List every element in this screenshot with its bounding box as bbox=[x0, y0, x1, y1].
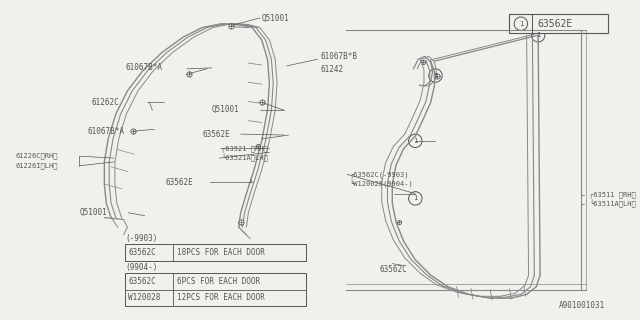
Text: 1: 1 bbox=[413, 196, 417, 201]
Text: └W120028(9904-): └W120028(9904-) bbox=[349, 180, 413, 188]
Text: 63562C: 63562C bbox=[129, 248, 156, 257]
Text: 61226C〈RH〉: 61226C〈RH〉 bbox=[15, 153, 58, 159]
Text: A901001031: A901001031 bbox=[559, 301, 605, 310]
Text: ┌63562C(-9903): ┌63562C(-9903) bbox=[349, 171, 408, 178]
Text: 63562E: 63562E bbox=[537, 19, 572, 29]
Text: 6PCS FOR EACH DOOR: 6PCS FOR EACH DOOR bbox=[177, 277, 260, 286]
Text: 61067B*A: 61067B*A bbox=[125, 63, 163, 72]
Text: 63562E: 63562E bbox=[166, 178, 193, 187]
Text: 63562C: 63562C bbox=[380, 265, 408, 274]
Text: W120028: W120028 bbox=[129, 293, 161, 302]
Text: (-9903): (-9903) bbox=[125, 234, 158, 243]
FancyBboxPatch shape bbox=[509, 14, 608, 33]
Text: 61067B*A: 61067B*A bbox=[87, 127, 124, 136]
Text: 63562E: 63562E bbox=[202, 130, 230, 139]
Text: 12PCS FOR EACH DOOR: 12PCS FOR EACH DOOR bbox=[177, 293, 265, 302]
Text: └63511A〈LH〉: └63511A〈LH〉 bbox=[589, 200, 636, 208]
Text: 61067B*B: 61067B*B bbox=[320, 52, 357, 61]
Text: 63562C: 63562C bbox=[129, 277, 156, 286]
Text: 61262C: 61262C bbox=[92, 98, 120, 107]
Text: Q51001: Q51001 bbox=[79, 208, 107, 217]
Text: 1: 1 bbox=[413, 138, 417, 144]
Text: 18PCS FOR EACH DOOR: 18PCS FOR EACH DOOR bbox=[177, 248, 265, 257]
Text: Q51001: Q51001 bbox=[262, 13, 289, 22]
Text: 1: 1 bbox=[519, 21, 523, 27]
Text: 61242: 61242 bbox=[320, 65, 344, 74]
Text: Q51001: Q51001 bbox=[212, 105, 239, 114]
Text: ┌63511 〈RH〉: ┌63511 〈RH〉 bbox=[589, 191, 636, 198]
Text: 61226I〈LH〉: 61226I〈LH〉 bbox=[15, 163, 58, 169]
Text: └63521A〈LH〉: └63521A〈LH〉 bbox=[221, 154, 268, 162]
FancyBboxPatch shape bbox=[125, 273, 306, 306]
FancyBboxPatch shape bbox=[125, 244, 306, 261]
Text: 1: 1 bbox=[536, 32, 540, 38]
Text: 1: 1 bbox=[433, 73, 438, 78]
Text: ┌63521 〈RH〉: ┌63521 〈RH〉 bbox=[221, 145, 268, 152]
Text: (9904-): (9904-) bbox=[125, 263, 158, 272]
